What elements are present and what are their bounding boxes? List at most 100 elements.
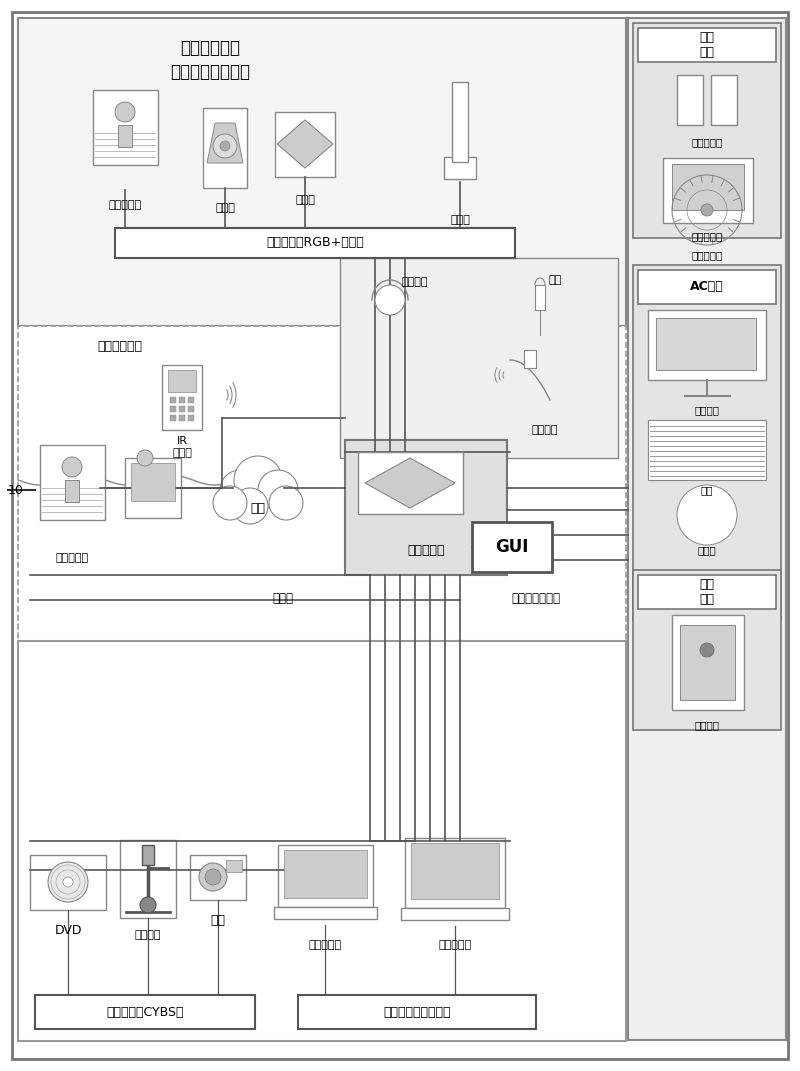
Circle shape bbox=[205, 869, 221, 885]
Bar bbox=[179, 397, 185, 403]
Circle shape bbox=[220, 141, 230, 151]
Text: 投影屏幕: 投影屏幕 bbox=[694, 405, 719, 414]
Text: 蓝牙耳机: 蓝牙耳机 bbox=[402, 277, 428, 287]
Text: 投影显示器: 投影显示器 bbox=[109, 200, 142, 210]
Bar bbox=[472, 522, 552, 572]
Bar bbox=[226, 860, 242, 872]
Bar bbox=[142, 845, 154, 865]
Bar bbox=[345, 440, 507, 575]
Bar bbox=[358, 452, 463, 514]
Text: 视频输出（CYBS）: 视频输出（CYBS） bbox=[106, 1006, 184, 1019]
Bar bbox=[125, 458, 181, 518]
Text: 数字讲台控制器: 数字讲台控制器 bbox=[511, 591, 561, 604]
Bar bbox=[115, 228, 515, 258]
Text: 显微摄像: 显微摄像 bbox=[134, 930, 162, 940]
Text: 扬声器: 扬声器 bbox=[215, 203, 235, 213]
Bar bbox=[188, 397, 194, 403]
Circle shape bbox=[220, 470, 260, 510]
Circle shape bbox=[62, 457, 82, 477]
Bar bbox=[405, 838, 505, 908]
Bar bbox=[672, 164, 744, 210]
Bar bbox=[190, 855, 246, 900]
Bar bbox=[278, 845, 373, 907]
Bar bbox=[188, 414, 194, 421]
Bar bbox=[170, 406, 176, 412]
Bar bbox=[40, 444, 105, 521]
Circle shape bbox=[687, 495, 727, 536]
Bar bbox=[411, 843, 499, 899]
Bar bbox=[677, 75, 703, 125]
Bar bbox=[170, 397, 176, 403]
Bar bbox=[663, 159, 753, 223]
Circle shape bbox=[48, 862, 88, 902]
Bar bbox=[452, 82, 468, 162]
Text: 笔记本电脑: 笔记本电脑 bbox=[309, 940, 342, 950]
Bar bbox=[188, 406, 194, 412]
Text: 放映机: 放映机 bbox=[295, 195, 315, 205]
Bar bbox=[65, 480, 79, 502]
Bar bbox=[18, 18, 626, 326]
Text: 视频输出（RGB+音频）: 视频输出（RGB+音频） bbox=[266, 237, 364, 250]
Bar bbox=[35, 995, 255, 1029]
Circle shape bbox=[700, 643, 714, 657]
Bar bbox=[284, 850, 367, 897]
Text: 综合多媒体: 综合多媒体 bbox=[407, 543, 445, 557]
Circle shape bbox=[232, 488, 268, 524]
Text: 数码门槛: 数码门槛 bbox=[694, 720, 719, 730]
Bar bbox=[633, 265, 781, 620]
Text: 网络: 网络 bbox=[250, 501, 266, 514]
Polygon shape bbox=[365, 458, 455, 508]
Text: 投影显示器: 投影显示器 bbox=[55, 553, 89, 563]
Polygon shape bbox=[207, 123, 243, 163]
Bar bbox=[711, 75, 737, 125]
Bar bbox=[179, 414, 185, 421]
Text: 系统原理框图: 系统原理框图 bbox=[180, 39, 240, 57]
Bar bbox=[628, 18, 786, 1040]
Text: 综合多媒体控制器: 综合多媒体控制器 bbox=[170, 63, 250, 81]
Bar bbox=[401, 908, 509, 920]
Bar bbox=[648, 310, 766, 380]
Bar bbox=[638, 28, 776, 62]
Text: GUI: GUI bbox=[495, 538, 529, 556]
Circle shape bbox=[677, 485, 737, 545]
Text: 前大灯: 前大灯 bbox=[698, 545, 716, 555]
Circle shape bbox=[140, 897, 156, 912]
Text: 窗帘: 窗帘 bbox=[701, 485, 714, 495]
Circle shape bbox=[703, 511, 711, 519]
Text: 相机: 相机 bbox=[210, 914, 226, 926]
Text: 笔记本电脑: 笔记本电脑 bbox=[438, 940, 471, 950]
Bar bbox=[672, 615, 744, 710]
Bar bbox=[656, 318, 756, 369]
Text: 10: 10 bbox=[8, 483, 24, 497]
Text: AC电源: AC电源 bbox=[690, 281, 724, 293]
Text: 无线麦克: 无线麦克 bbox=[532, 425, 558, 435]
Bar bbox=[340, 258, 618, 458]
Bar bbox=[633, 570, 781, 730]
Circle shape bbox=[115, 102, 135, 122]
Bar bbox=[638, 575, 776, 609]
Circle shape bbox=[213, 486, 247, 521]
Bar bbox=[162, 365, 202, 429]
Circle shape bbox=[269, 486, 303, 521]
Bar bbox=[131, 463, 175, 501]
Text: 数字
输入: 数字 输入 bbox=[699, 31, 714, 59]
Bar bbox=[633, 22, 781, 238]
Text: 安全传感器: 安全传感器 bbox=[691, 137, 722, 147]
Bar bbox=[30, 855, 106, 910]
Text: 系统原理框图: 系统原理框图 bbox=[98, 340, 142, 352]
Bar bbox=[638, 270, 776, 304]
Text: 线麦: 线麦 bbox=[548, 275, 562, 285]
Bar bbox=[648, 420, 766, 480]
Bar bbox=[18, 326, 626, 642]
Circle shape bbox=[63, 877, 73, 887]
Bar bbox=[298, 995, 536, 1029]
Circle shape bbox=[137, 450, 153, 466]
Circle shape bbox=[213, 134, 237, 159]
Text: 火灾传感器: 火灾传感器 bbox=[691, 250, 722, 260]
Text: 数字
输出: 数字 输出 bbox=[699, 578, 714, 606]
Circle shape bbox=[701, 203, 713, 216]
Circle shape bbox=[258, 470, 298, 510]
Circle shape bbox=[234, 456, 282, 504]
Bar bbox=[275, 112, 335, 177]
Text: 控制器: 控制器 bbox=[273, 591, 294, 604]
